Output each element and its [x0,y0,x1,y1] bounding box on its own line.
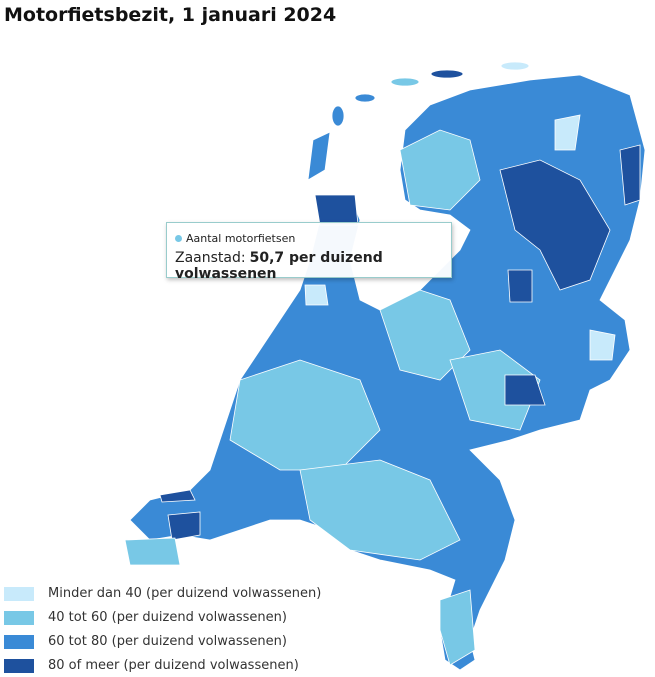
region [124,537,181,566]
tooltip-value: 50,7 per duizend volwassenen [175,250,383,282]
legend-item: 60 tot 80 (per duizend volwassenen) [4,634,287,649]
region [507,269,533,303]
legend-item: 80 of meer (per duizend volwassenen) [4,658,299,673]
legend-label: 80 of meer (per duizend volwassenen) [48,658,299,673]
region [229,359,381,471]
region [379,289,471,381]
island [390,77,420,87]
island [430,69,464,79]
island [331,105,345,127]
legend-swatch [4,658,34,673]
legend-swatch [4,586,34,601]
tooltip-region: Zaanstad: [175,250,246,266]
legend-item: Minder dan 40 (per duizend volwassenen) [4,586,321,601]
tooltip-line: Zaanstad: 50,7 per duizend volwassenen [175,250,451,282]
legend-label: 40 tot 60 (per duizend volwassenen) [48,610,287,625]
island [500,61,530,71]
tooltip-series: Aantal motorfietsen [175,232,295,245]
legend-item: 40 tot 60 (per duizend volwassenen) [4,610,287,625]
legend-label: 60 tot 80 (per duizend volwassenen) [48,634,287,649]
region [167,511,201,541]
legend-swatch [4,610,34,625]
region [499,159,611,291]
region [439,589,476,666]
region [314,194,359,226]
region [589,329,616,361]
island [354,93,376,103]
region [159,489,196,503]
legend-swatch [4,634,34,649]
region [304,284,329,306]
region [399,129,481,211]
land [129,74,646,671]
region [299,459,461,561]
region [554,114,581,151]
region [504,374,546,406]
tooltip: Aantal motorfietsen Zaanstad: 50,7 per du… [166,222,452,282]
region [307,131,331,181]
legend-label: Minder dan 40 (per duizend volwassenen) [48,586,322,601]
region [619,144,641,206]
title: Motorfietsbezit, 1 januari 2024 [4,4,337,26]
